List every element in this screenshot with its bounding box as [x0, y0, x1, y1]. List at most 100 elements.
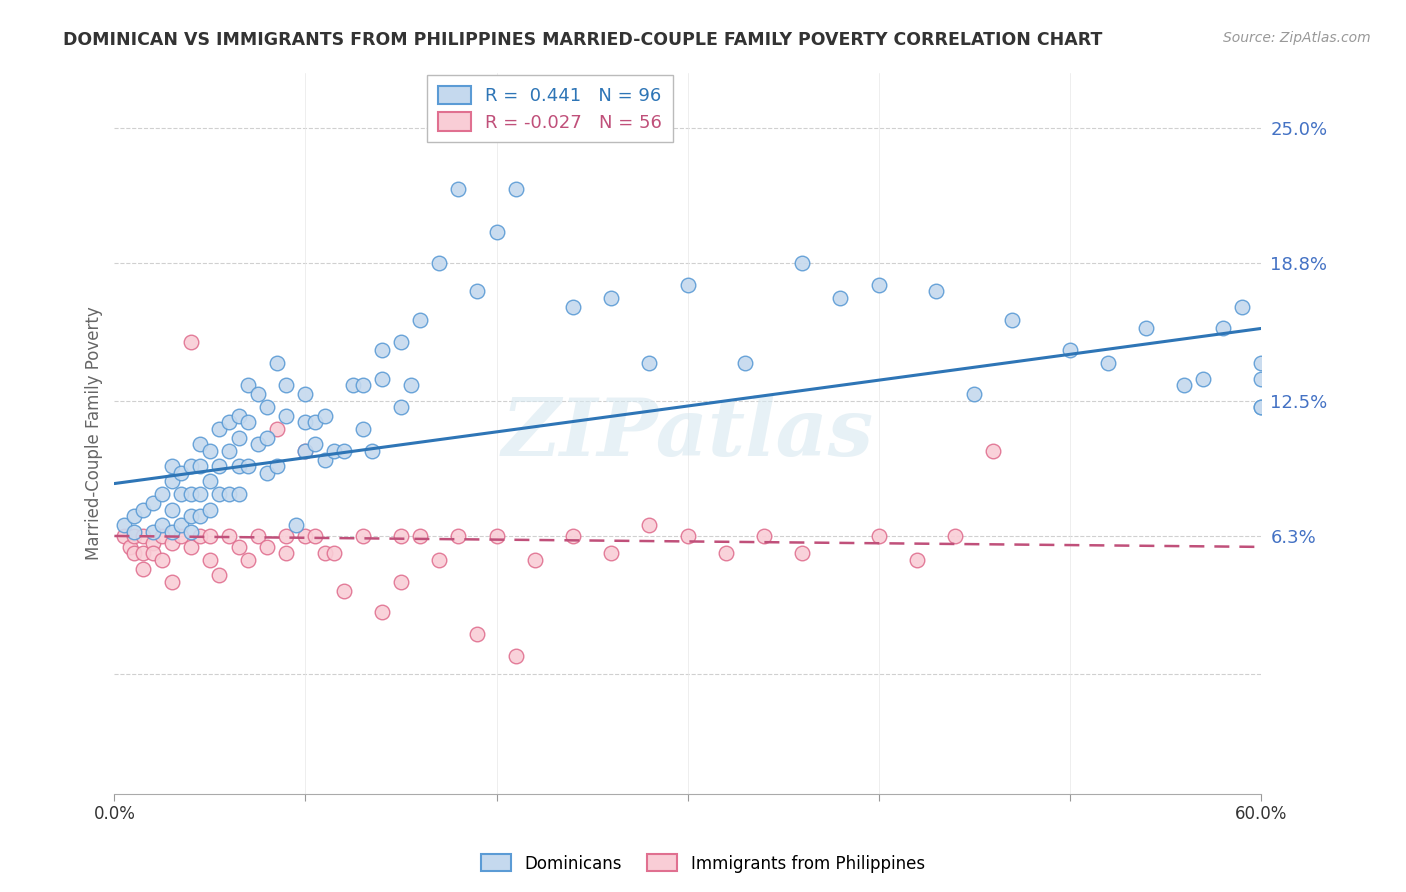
Point	[600, 546, 623, 560]
Point	[142, 496, 165, 510]
Point	[256, 540, 278, 554]
Point	[218, 529, 240, 543]
Point	[276, 409, 298, 423]
Point	[523, 116, 546, 130]
Point	[198, 443, 221, 458]
Point	[150, 529, 173, 543]
Point	[190, 487, 212, 501]
Point	[246, 529, 269, 543]
Legend: Dominicans, Immigrants from Philippines: Dominicans, Immigrants from Philippines	[475, 847, 931, 880]
Point	[276, 378, 298, 392]
Point	[1250, 356, 1272, 370]
Point	[676, 529, 699, 543]
Point	[314, 409, 336, 423]
Point	[266, 422, 288, 436]
Point	[485, 226, 508, 240]
Point	[792, 546, 814, 560]
Point	[132, 562, 155, 576]
Point	[132, 546, 155, 560]
Point	[208, 422, 231, 436]
Legend: R =  0.441   N = 96, R = -0.027   N = 56: R = 0.441 N = 96, R = -0.027 N = 56	[427, 75, 672, 143]
Point	[246, 387, 269, 401]
Point	[447, 182, 470, 196]
Y-axis label: Married-Couple Family Poverty: Married-Couple Family Poverty	[86, 307, 103, 560]
Point	[218, 487, 240, 501]
Point	[963, 387, 986, 401]
Point	[246, 437, 269, 451]
Point	[505, 649, 527, 664]
Point	[714, 546, 737, 560]
Point	[389, 574, 412, 589]
Point	[314, 452, 336, 467]
Text: Source: ZipAtlas.com: Source: ZipAtlas.com	[1223, 31, 1371, 45]
Point	[905, 553, 928, 567]
Point	[389, 400, 412, 414]
Point	[228, 431, 250, 445]
Point	[236, 459, 259, 474]
Point	[676, 277, 699, 292]
Point	[389, 529, 412, 543]
Point	[170, 518, 193, 533]
Point	[122, 524, 145, 539]
Point	[180, 459, 202, 474]
Point	[190, 459, 212, 474]
Point	[1250, 400, 1272, 414]
Point	[150, 553, 173, 567]
Point	[294, 443, 316, 458]
Point	[122, 546, 145, 560]
Point	[142, 535, 165, 549]
Point	[1001, 312, 1024, 326]
Point	[323, 546, 346, 560]
Point	[160, 502, 183, 516]
Point	[208, 459, 231, 474]
Point	[236, 416, 259, 430]
Point	[485, 529, 508, 543]
Point	[160, 574, 183, 589]
Text: ZIPatlas: ZIPatlas	[502, 394, 873, 472]
Point	[112, 518, 135, 533]
Point	[180, 334, 202, 349]
Point	[294, 443, 316, 458]
Point	[180, 487, 202, 501]
Point	[830, 291, 852, 305]
Text: DOMINICAN VS IMMIGRANTS FROM PHILIPPINES MARRIED-COUPLE FAMILY POVERTY CORRELATI: DOMINICAN VS IMMIGRANTS FROM PHILIPPINES…	[63, 31, 1102, 49]
Point	[304, 529, 326, 543]
Point	[752, 529, 775, 543]
Point	[1250, 372, 1272, 386]
Point	[600, 291, 623, 305]
Point	[180, 540, 202, 554]
Point	[228, 459, 250, 474]
Point	[943, 529, 966, 543]
Point	[447, 529, 470, 543]
Point	[160, 524, 183, 539]
Point	[208, 487, 231, 501]
Point	[198, 553, 221, 567]
Point	[427, 553, 450, 567]
Point	[638, 518, 661, 533]
Point	[122, 509, 145, 524]
Point	[562, 529, 585, 543]
Point	[352, 378, 374, 392]
Point	[332, 583, 354, 598]
Point	[228, 409, 250, 423]
Point	[218, 416, 240, 430]
Point	[304, 437, 326, 451]
Point	[160, 535, 183, 549]
Point	[150, 518, 173, 533]
Point	[409, 529, 432, 543]
Point	[868, 277, 890, 292]
Point	[294, 416, 316, 430]
Point	[160, 459, 183, 474]
Point	[981, 443, 1004, 458]
Point	[389, 334, 412, 349]
Point	[868, 529, 890, 543]
Point	[208, 568, 231, 582]
Point	[734, 356, 756, 370]
Point	[304, 416, 326, 430]
Point	[399, 378, 422, 392]
Point	[180, 509, 202, 524]
Point	[505, 182, 527, 196]
Point	[122, 529, 145, 543]
Point	[1135, 321, 1157, 335]
Point	[352, 529, 374, 543]
